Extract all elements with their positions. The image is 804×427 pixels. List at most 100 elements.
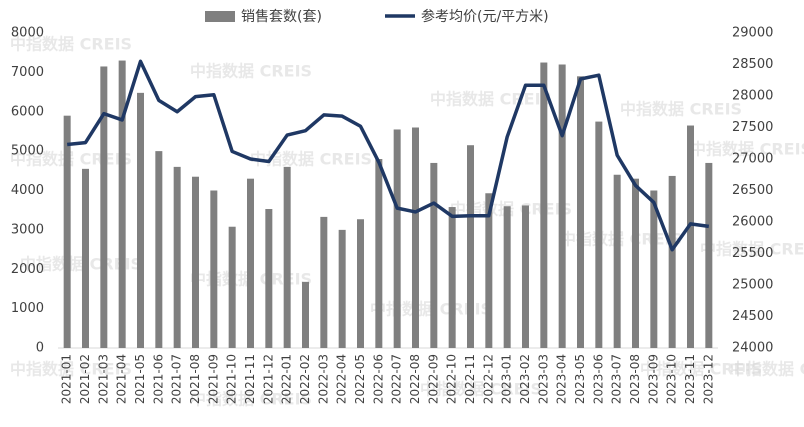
x-tick-label: 2021-04	[115, 354, 129, 404]
x-tick-label: 2022-02	[298, 354, 312, 404]
watermark: 中指数据 CREIS	[250, 150, 372, 169]
y2-tick-label: 27500	[732, 120, 773, 135]
bar	[448, 207, 456, 348]
x-tick-label: 2022-12	[481, 354, 495, 404]
watermark: 中指数据 CREIS	[10, 360, 132, 379]
y2-tick-label: 27000	[732, 152, 773, 167]
bar	[228, 226, 236, 348]
x-tick-label: 2021-09	[206, 354, 220, 404]
x-tick-label: 2021-07	[170, 354, 184, 404]
x-tick-label: 2023-09	[646, 354, 660, 404]
bar	[100, 66, 108, 348]
x-tick-label: 2021-06	[151, 354, 165, 404]
x-tick-label: 2023-02	[518, 354, 532, 404]
bar	[412, 127, 419, 348]
bar	[63, 115, 71, 348]
legend-swatch	[205, 11, 235, 22]
bar	[137, 92, 144, 348]
watermark: 中指数据 CREIS	[690, 140, 804, 159]
bar	[302, 281, 309, 348]
y-tick-label: 6000	[11, 104, 44, 119]
bar	[650, 190, 658, 348]
x-tick-label: 2022-08	[408, 354, 422, 404]
x-tick-label: 2022-04	[335, 354, 349, 404]
x-tick-label: 2023-05	[573, 354, 587, 404]
bar	[155, 151, 163, 348]
bar	[210, 190, 218, 348]
x-tick-label: 2023-03	[536, 354, 550, 404]
x-tick-label: 2022-11	[463, 354, 477, 404]
watermark: 中指数据 CREIS	[10, 35, 132, 54]
bar	[357, 219, 364, 348]
watermark: 中指数据 CREIS	[420, 380, 542, 399]
bar	[687, 125, 694, 348]
watermark: 中指数据 CREIS	[620, 100, 742, 119]
bar	[338, 229, 346, 348]
legend-label: 参考均价(元/平方米)	[421, 8, 549, 25]
x-tick-label: 2022-03	[316, 354, 330, 404]
x-tick-label: 2021-12	[261, 354, 275, 404]
bar	[705, 162, 713, 348]
y-tick-label: 7000	[11, 65, 44, 80]
y2-tick-label: 28000	[732, 89, 773, 104]
watermark: 中指数据 CREIS	[640, 360, 762, 379]
bar	[485, 193, 493, 348]
bar	[540, 62, 548, 348]
bar	[613, 174, 621, 348]
y-tick-label: 5000	[11, 144, 44, 159]
watermark: 中指数据 CREIS	[700, 240, 804, 259]
x-tick-label: 2022-06	[371, 354, 385, 404]
watermark: 中指数据 CREIS	[730, 360, 804, 379]
x-tick-label: 2021-01	[60, 354, 74, 404]
y-tick-label: 8000	[11, 26, 44, 41]
x-tick-label: 2022-01	[280, 354, 294, 404]
watermark: 中指数据 CREIS	[430, 90, 552, 109]
x-tick-label: 2023-01	[500, 354, 514, 404]
y-tick-label: 3000	[11, 222, 44, 237]
bar	[247, 178, 254, 348]
y2-tick-label: 25000	[732, 278, 773, 293]
bar	[283, 166, 291, 348]
x-tick-label: 2023-11	[683, 354, 697, 404]
x-tick-label: 2021-10	[225, 354, 239, 404]
bar	[503, 206, 511, 348]
legend-label: 销售套数(套)	[241, 9, 322, 25]
bar	[632, 178, 639, 348]
x-tick-label: 2023-06	[591, 354, 605, 404]
bar	[430, 162, 438, 348]
y-tick-label: 0	[36, 341, 44, 356]
y-tick-label: 1000	[11, 301, 44, 316]
bar	[375, 159, 383, 348]
bar	[577, 76, 584, 348]
x-tick-label: 2022-09	[426, 354, 440, 404]
y2-tick-label: 26000	[732, 215, 773, 230]
y2-tick-label: 29000	[732, 26, 773, 41]
x-tick-label: 2021-08	[188, 354, 202, 404]
bar	[522, 205, 529, 348]
x-tick-label: 2023-07	[610, 354, 624, 404]
bar	[467, 145, 474, 348]
y-tick-label: 4000	[11, 183, 44, 198]
y-tick-label: 2000	[11, 262, 44, 277]
bar	[173, 166, 181, 348]
y2-tick-label: 28500	[732, 57, 773, 72]
bar	[393, 129, 401, 348]
bar	[192, 176, 199, 348]
x-tick-label: 2021-03	[96, 354, 110, 404]
bar	[265, 209, 273, 348]
bar	[82, 168, 89, 348]
bar	[668, 175, 676, 348]
watermark: 中指数据 CREIS	[190, 62, 312, 81]
line	[66, 59, 710, 252]
y2-tick-label: 25500	[732, 246, 773, 261]
x-tick-label: 2021-11	[243, 354, 257, 404]
y2-tick-label: 26500	[732, 183, 773, 198]
x-tick-label: 2023-10	[665, 354, 679, 404]
bar	[595, 121, 603, 348]
bar	[320, 216, 328, 348]
x-tick-label: 2022-07	[390, 354, 404, 404]
bar	[558, 64, 566, 348]
x-tick-label: 2022-05	[353, 354, 367, 404]
bar	[118, 60, 126, 348]
